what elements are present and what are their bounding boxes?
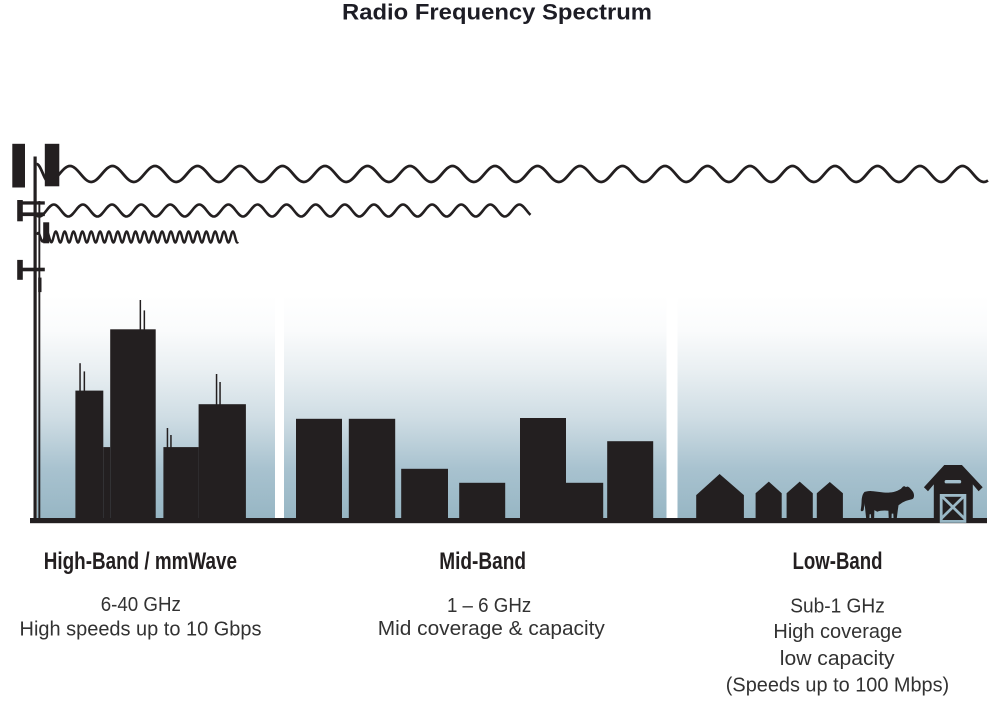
- svg-text:High speeds up to 10 Gbps: High speeds up to 10 Gbps: [20, 618, 262, 640]
- svg-text:High-Band / mmWave: High-Band / mmWave: [44, 548, 237, 575]
- svg-text:Radio Frequency Spectrum: Radio Frequency Spectrum: [342, 0, 652, 25]
- svg-text:low capacity: low capacity: [780, 648, 895, 670]
- svg-text:Mid coverage & capacity: Mid coverage & capacity: [378, 618, 605, 640]
- svg-text:Low-Band: Low-Band: [793, 548, 883, 575]
- svg-text:6-40 GHz: 6-40 GHz: [101, 594, 181, 616]
- svg-text:1 – 6 GHz: 1 – 6 GHz: [447, 595, 531, 617]
- svg-text:High coverage: High coverage: [773, 621, 902, 643]
- svg-text:Sub-1 GHz: Sub-1 GHz: [790, 595, 885, 617]
- svg-text:(Speeds up to 100 Mbps): (Speeds up to 100 Mbps): [726, 674, 949, 696]
- svg-text:Mid-Band: Mid-Band: [439, 548, 526, 575]
